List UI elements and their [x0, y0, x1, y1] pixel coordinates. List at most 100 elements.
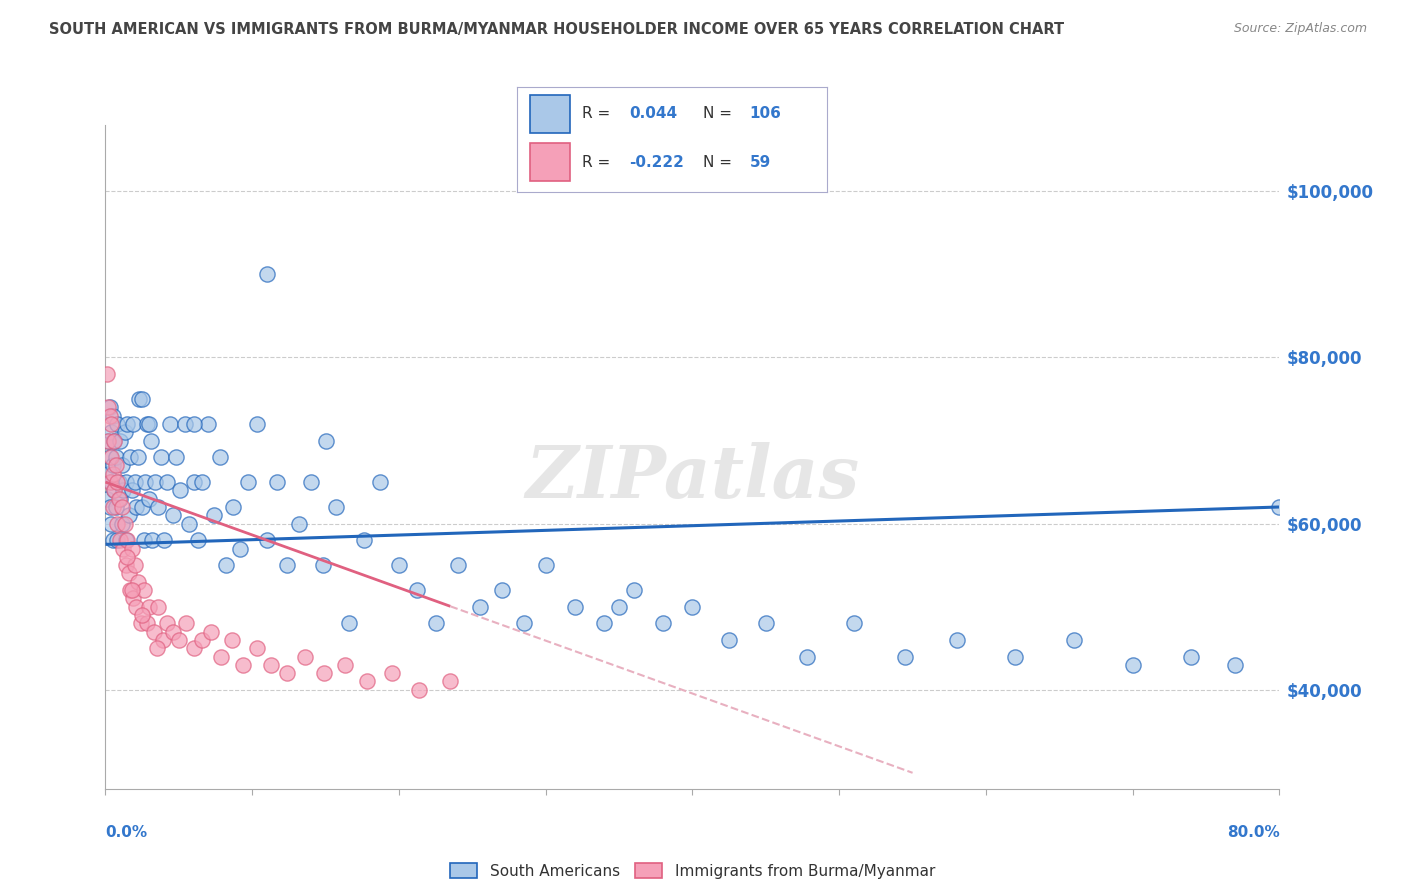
Point	[945, 632, 967, 647]
Point	[381, 666, 404, 681]
Point	[408, 682, 430, 697]
Point	[356, 674, 378, 689]
Point	[593, 616, 616, 631]
Point	[138, 599, 160, 614]
Text: -0.222: -0.222	[628, 155, 683, 169]
Point	[256, 268, 278, 282]
Point	[146, 641, 169, 656]
Point	[132, 533, 155, 548]
Legend: South Americans, Immigrants from Burma/Myanmar: South Americans, Immigrants from Burma/M…	[444, 856, 941, 885]
Point	[124, 475, 146, 489]
Point	[153, 533, 176, 548]
Point	[100, 475, 122, 489]
Text: N =: N =	[703, 155, 737, 169]
Point	[122, 591, 145, 606]
Point	[183, 417, 205, 431]
Text: 59: 59	[749, 155, 770, 169]
Point	[101, 409, 124, 423]
Point	[534, 558, 557, 573]
Point	[124, 558, 146, 573]
Point	[107, 491, 129, 506]
Point	[121, 541, 143, 556]
Point	[512, 616, 534, 631]
Point	[1225, 657, 1247, 672]
Point	[131, 500, 153, 514]
Point	[108, 533, 131, 548]
Point	[623, 583, 645, 598]
Point	[200, 624, 222, 639]
Point	[139, 434, 162, 448]
Point	[134, 475, 156, 489]
Point	[337, 616, 360, 631]
Point	[127, 450, 149, 464]
Point	[652, 616, 675, 631]
Point	[142, 624, 165, 639]
Point	[256, 533, 278, 548]
Point	[202, 508, 225, 523]
Point	[148, 500, 170, 514]
Point	[118, 508, 141, 523]
Point	[104, 458, 127, 473]
Point	[118, 566, 141, 581]
Point	[122, 417, 145, 431]
Text: 106: 106	[749, 106, 782, 121]
Point	[97, 434, 120, 448]
Point	[169, 483, 191, 498]
Point	[100, 417, 122, 431]
Point	[187, 533, 209, 548]
Point	[135, 616, 157, 631]
Point	[100, 450, 122, 464]
Point	[156, 616, 179, 631]
Point	[1004, 649, 1026, 664]
Point	[150, 450, 173, 464]
Point	[246, 417, 269, 431]
Point	[162, 508, 184, 523]
Point	[491, 583, 513, 598]
Point	[110, 516, 132, 531]
Point	[105, 417, 128, 431]
Point	[105, 516, 128, 531]
Point	[368, 475, 391, 489]
Point	[215, 558, 238, 573]
Point	[165, 450, 187, 464]
Point	[131, 392, 153, 406]
Point	[114, 425, 136, 440]
Point	[183, 475, 205, 489]
Point	[425, 616, 447, 631]
Point	[98, 450, 121, 464]
Text: 0.0%: 0.0%	[105, 825, 148, 839]
Point	[97, 434, 120, 448]
Point	[607, 599, 630, 614]
Point	[894, 649, 917, 664]
Point	[132, 583, 155, 598]
Point	[108, 434, 131, 448]
Point	[98, 500, 121, 514]
Point	[405, 583, 427, 598]
Point	[100, 425, 122, 440]
Point	[103, 434, 125, 448]
Point	[101, 500, 124, 514]
Point	[101, 533, 124, 548]
Point	[127, 574, 149, 589]
Point	[143, 475, 166, 489]
Point	[842, 616, 865, 631]
Bar	[530, 95, 569, 133]
Point	[682, 599, 704, 614]
Point	[221, 632, 243, 647]
Point	[131, 607, 153, 622]
Point	[159, 417, 181, 431]
Point	[222, 500, 245, 514]
Point	[148, 599, 170, 614]
Point	[1122, 657, 1144, 672]
Point	[103, 483, 125, 498]
Point	[564, 599, 586, 614]
Text: SOUTH AMERICAN VS IMMIGRANTS FROM BURMA/MYANMAR HOUSEHOLDER INCOME OVER 65 YEARS: SOUTH AMERICAN VS IMMIGRANTS FROM BURMA/…	[49, 22, 1064, 37]
Point	[439, 674, 461, 689]
Text: R =: R =	[582, 106, 616, 121]
Point	[98, 409, 121, 423]
Point	[1268, 500, 1291, 514]
Point	[96, 491, 118, 506]
Point	[135, 417, 157, 431]
Point	[112, 541, 135, 556]
Point	[167, 632, 190, 647]
